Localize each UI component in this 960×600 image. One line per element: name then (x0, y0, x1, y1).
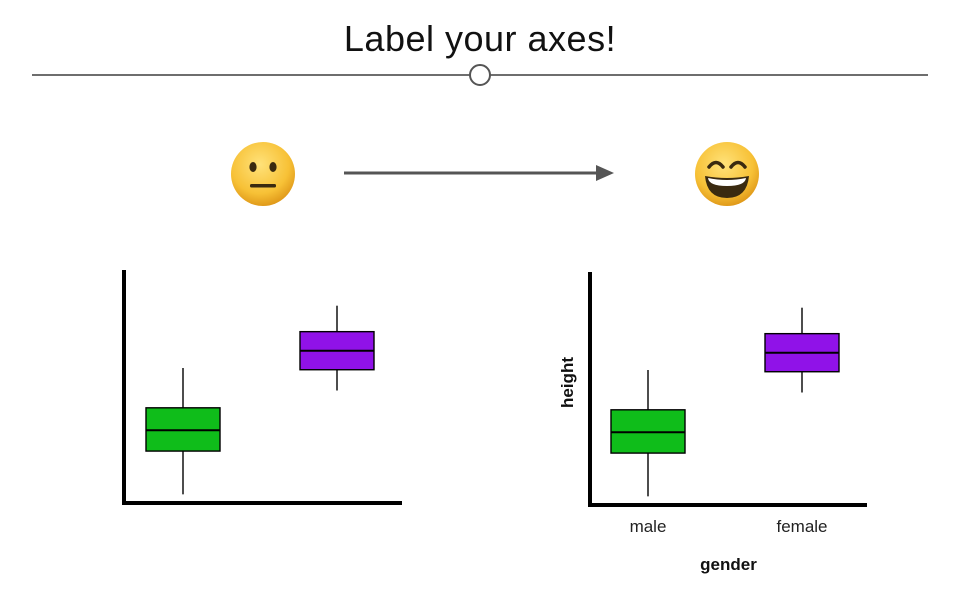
x-tick-label-female: female (776, 517, 827, 536)
right-arrow-icon (344, 165, 614, 181)
y-axis-label: height (558, 357, 577, 408)
labeled-boxplot: male female gender height (558, 272, 867, 574)
unlabeled-boxplot (122, 270, 402, 505)
grinning-face-emoji-icon (693, 140, 761, 208)
neutral-face-emoji-icon (229, 140, 297, 208)
x-tick-label-male: male (630, 517, 667, 536)
box-group-1 (299, 305, 375, 391)
x-axis-label: gender (700, 555, 757, 574)
box-female (764, 307, 840, 393)
box-male (610, 370, 686, 497)
box-group-0 (145, 368, 221, 495)
slide-title: Label your axes! (343, 18, 617, 59)
divider-knob (469, 64, 491, 86)
